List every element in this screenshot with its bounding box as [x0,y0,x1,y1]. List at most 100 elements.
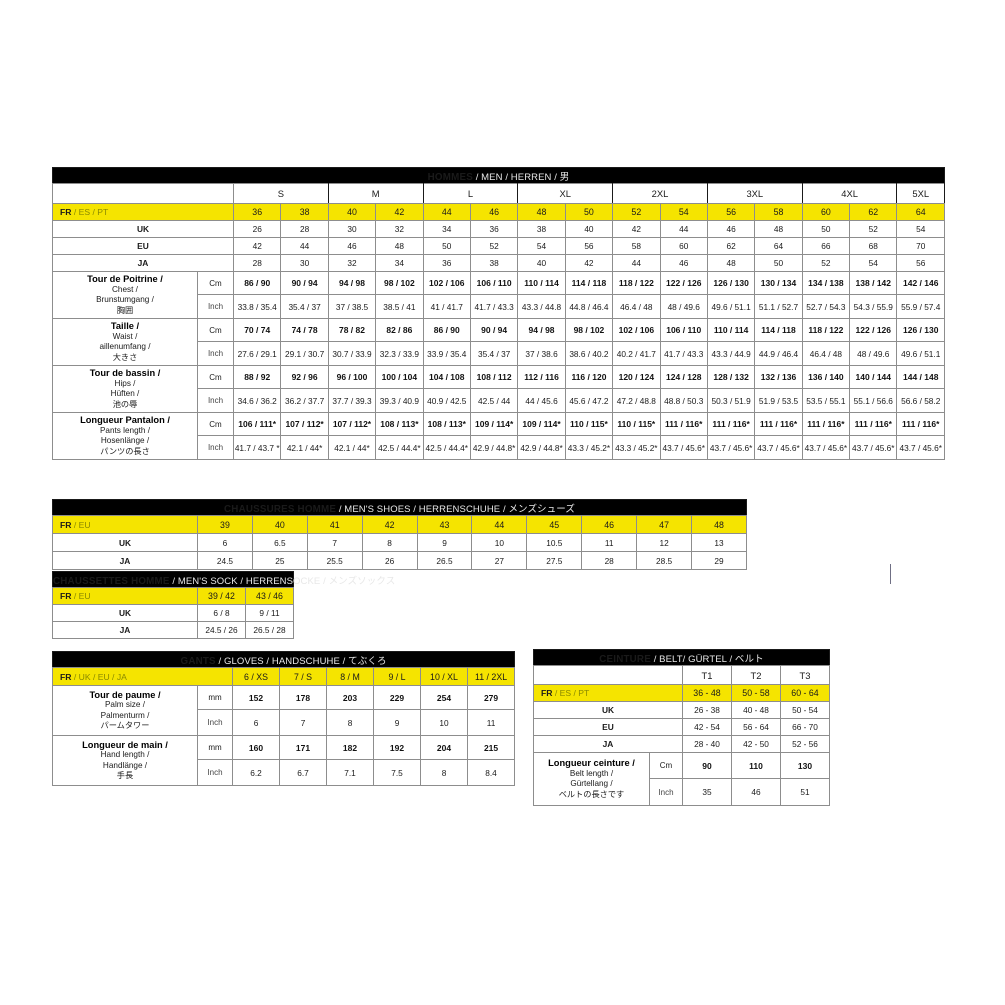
measurement-value-cm: 138 / 142 [849,271,898,295]
region-value: 38 [517,220,566,238]
section-banner: CEINTURE / BELT/ GÜRTEL / ベルト [533,649,830,666]
belt-label-uk: UK [533,701,683,719]
measurement-value-inch: 41 / 41.7 [422,294,471,319]
unit-inch: Inch [197,341,234,366]
measurement-value-cm: 128 / 132 [706,365,756,389]
region-value: 38 [280,203,329,221]
empty-corner [52,183,234,204]
measurement-value-inch: 52.7 / 54.3 [801,294,851,319]
shoes-value: 45 [526,515,583,534]
belt-value: 40 - 48 [731,701,781,719]
belt-value: 66 - 70 [780,718,830,736]
measurement-value-inch: 47.2 / 48.8 [612,388,661,413]
shoes-value: 24.5 [197,551,253,570]
region-value: 28 [232,254,282,272]
measurement-value-cm: 111 / 116* [706,412,756,436]
measurement-value-inch: 37 / 38.6 [517,341,566,366]
shoes-value: 28 [581,551,638,570]
shoes-value: 40 [251,515,308,534]
region-value: 40 [517,254,566,272]
shoes-value: 47 [636,515,693,534]
belt-measurement-row-inch: Inch 35 46 51 [534,778,830,806]
measurement-value-cm: 111 / 116* [896,412,945,436]
measurement-value-inch: 40.2 / 41.7 [612,341,661,366]
belt-value-inch: 51 [780,778,830,806]
gloves-value-inch: 6.2 [232,759,280,786]
banner-row: HOMMES / MEN / HERREN / 男 [52,167,945,184]
unit-cm: Cm [649,752,683,779]
belt-value: 50 - 58 [731,684,781,702]
shoes-value: 43 [416,515,473,534]
measurement-value-inch: 33.8 / 35.4 [232,294,282,319]
belt-value: 42 - 54 [682,718,732,736]
measurement-value-cm: 132 / 136 [754,365,803,389]
gloves-value-inch: 10 [420,709,468,736]
region-value: 36 [469,220,519,238]
measurement-value-cm: 108 / 113* [375,412,424,436]
measurement-value-inch: 29.1 / 30.7 [280,341,329,366]
belt-region-row: FR / ES / PT 36 - 48 50 - 58 60 - 64 [533,684,830,702]
belt-size-group-t2: T2 [731,665,781,685]
belt-value-inch: 46 [731,778,781,806]
measurement-value-cm: 107 / 112* [280,412,329,436]
size-group-2xl: 2XL [612,183,708,204]
region-value: 36 [422,254,471,272]
mens-shoes-grid: CHAUSSURES HOMME / MEN'S SHOES / HERRENS… [52,499,748,570]
socks-row: JA 24.5 / 26 26.5 / 28 [52,621,294,639]
shoes-label-fr: FR / EU [52,515,198,534]
belt-value: 56 - 64 [731,718,781,736]
unit-cm: Cm [197,412,234,436]
measurement-value-cm: 86 / 90 [232,271,282,295]
measurement-title: Longueur Pantalon / [80,415,170,425]
shoes-value: 39 [197,515,253,534]
region-value: 52 [849,220,898,238]
region-value: 38 [469,254,519,272]
gloves-value-mm: 171 [279,735,327,760]
belt-region-row: EU 42 - 54 56 - 64 66 - 70 [533,718,830,736]
gloves-value-inch: 8 [326,709,374,736]
gloves-value-inch: 11 [466,709,516,736]
shoes-value: 25 [251,551,308,570]
measurement-value-cm: 109 / 114* [469,412,519,436]
measurement-value-cm: 106 / 110 [469,271,519,295]
region-row: EU 42 44 46 48 50 52 54 56 58 60 62 64 66 68 70 [52,237,945,255]
measurement-value-inch: 38.6 / 40.2 [564,341,614,366]
measurement-label: Tour de Poitrine / Chest / Brunstumgang / 胸… [52,271,198,319]
region-value: 44 [612,254,661,272]
measurement-value-cm: 78 / 82 [327,318,377,342]
measurement-value-cm: 102 / 106 [612,318,661,342]
region-row: JA 28 30 32 34 36 38 40 42 44 46 48 50 52 54 56 [52,254,945,272]
shoes-value: 26.5 [416,551,473,570]
region-value: 66 [801,237,851,255]
measurement-value-cm: 94 / 98 [327,271,377,295]
banner-subtitle: / MEN / HERREN / 男 [472,171,570,183]
measurement-value-cm: 110 / 114 [706,318,756,342]
measurement-value-inch: 30.7 / 33.9 [327,341,377,366]
belt-value-cm: 90 [682,752,732,779]
belt-size-grid: CEINTURE / BELT/ GÜRTEL / ベルト T1 T2 T3 FR / … [533,649,830,806]
banner-subtitle: / MEN'S SOCK / HERRENSOCKE / メンズソックス [169,575,396,587]
mens-size-table: HOMMES / MEN / HERREN / 男 S M L XL 2XL 3XL 4XL 5… [52,167,945,460]
region-value: 62 [849,203,898,221]
measurement-label-line: 池の辱 [112,399,138,409]
shoes-value: 44 [471,515,528,534]
unit-inch: Inch [197,709,233,736]
measurement-row-inch: Inch 41.7 / 43.7 * 42.1 / 44* 42.1 / 44* 42.… [53,435,945,460]
gloves-size-grid: GANTS / GLOVES / HANDSCHUHE / てぶくろ FR / U… [52,651,516,786]
banner-row: CEINTURE / BELT/ GÜRTEL / ベルト [533,649,830,666]
gloves-value-mm: 254 [420,685,468,710]
measurement-value-inch: 42.5 / 44.4* [375,435,424,460]
measurement-value-inch: 44.8 / 46.4 [564,294,614,319]
gloves-value-inch: 6 [232,709,280,736]
region-value: 40 [564,220,614,238]
shoes-value: 48 [691,515,748,534]
measurement-value-inch: 50.3 / 51.9 [706,388,756,413]
measurement-value-inch: 43.3 / 45.2* [612,435,661,460]
shoes-value: 42 [361,515,418,534]
measurement-value-inch: 39.3 / 40.9 [375,388,424,413]
measurement-value-cm: 111 / 116* [659,412,708,436]
region-value: 54 [517,237,566,255]
region-value: 44 [280,237,329,255]
banner-row: CHAUSSURES HOMME / MEN'S SHOES / HERRENS… [52,499,747,516]
